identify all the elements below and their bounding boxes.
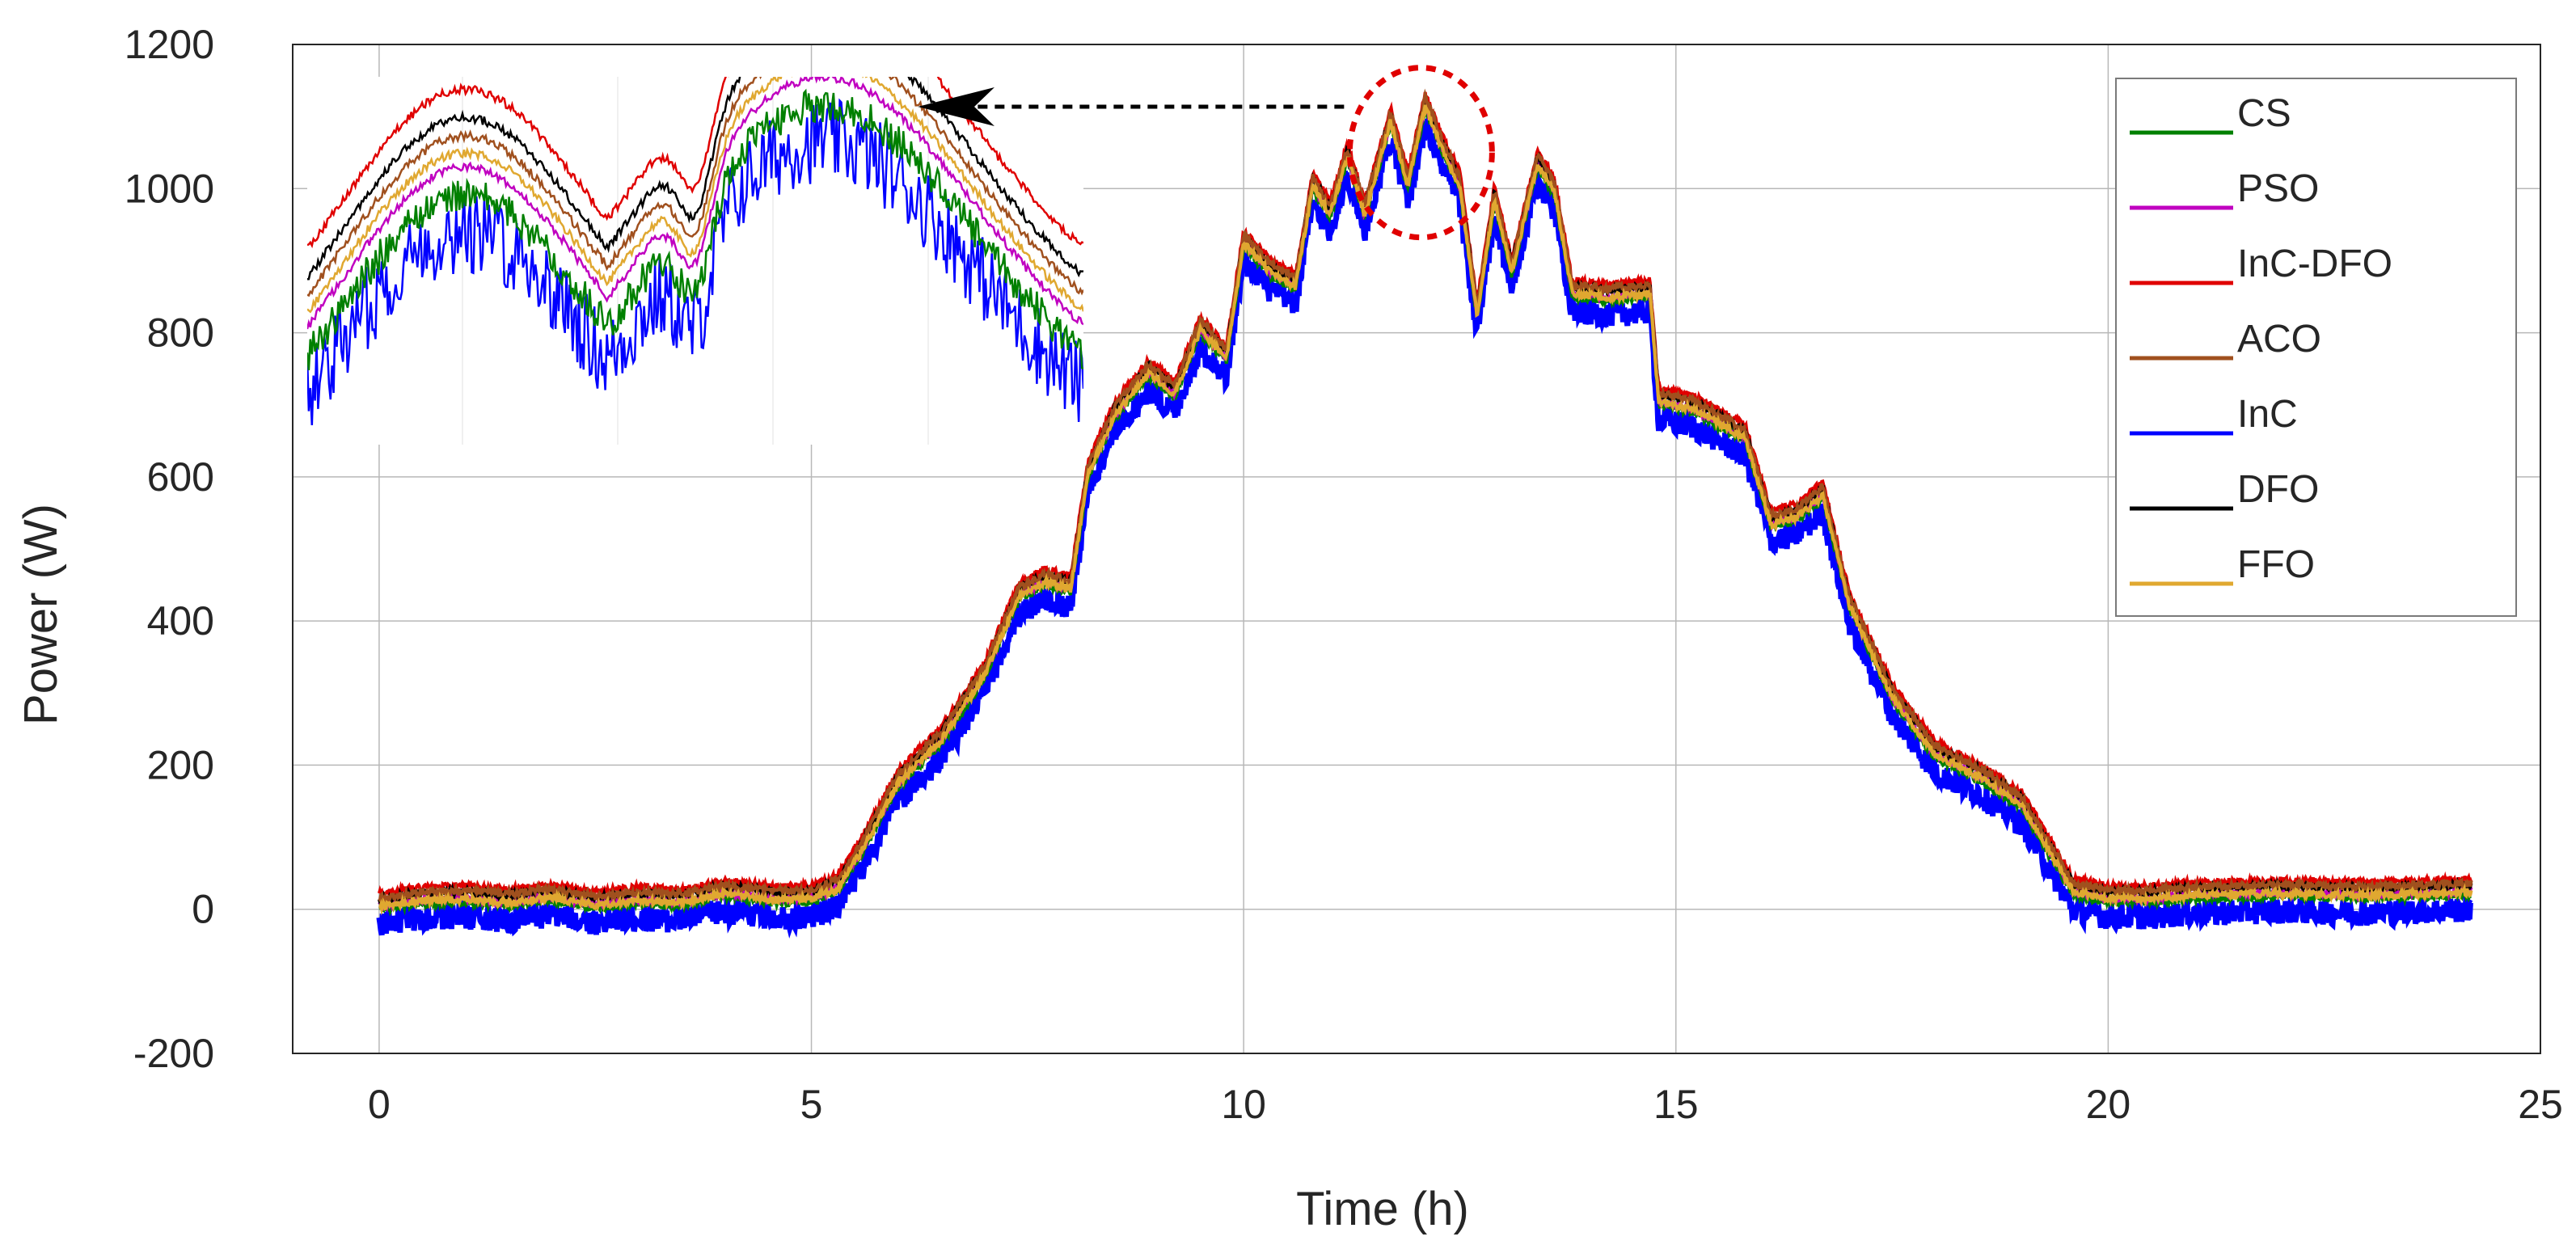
inset-line-pso: [307, 77, 1083, 330]
inset-line-cs: [307, 88, 1083, 371]
x-axis-label: Time (h): [1296, 1183, 1469, 1235]
inset-line-dfo: [307, 77, 1083, 281]
y-tick-label: 0: [192, 887, 214, 932]
inset-line-ffo: [307, 77, 1083, 314]
x-tick-label: 25: [2518, 1082, 2563, 1127]
legend-label-aco: ACO: [2237, 318, 2321, 361]
x-tick-label: 20: [2086, 1082, 2131, 1127]
series-line-ffo: [378, 104, 2473, 916]
series-line-inc: [376, 118, 2473, 939]
x-tick-label: 0: [368, 1082, 391, 1127]
x-tick-label: 10: [1221, 1082, 1266, 1127]
zoom-arrow-head: [918, 87, 995, 126]
y-tick-label: 1000: [125, 166, 214, 211]
y-tick-label: 400: [147, 598, 214, 644]
y-tick-label: 600: [147, 454, 214, 500]
y-tick-label: 1200: [125, 22, 214, 67]
legend-label-pso: PSO: [2237, 167, 2319, 210]
y-tick-label: -200: [133, 1031, 214, 1076]
legend: CS PSO InC-DFO ACO InC DFO FFO: [2115, 78, 2517, 617]
series-lines: [376, 88, 2473, 939]
y-axis-label: Power (W): [15, 504, 67, 725]
y-tick-label: 800: [147, 310, 214, 356]
x-tick-label: 15: [1653, 1082, 1699, 1127]
plot-frame: [292, 44, 2541, 1054]
legend-label-dfo: DFO: [2237, 468, 2319, 511]
legend-box: [2115, 78, 2517, 617]
zoom-annotation: [918, 65, 1495, 241]
legend-label-ffo: FFO: [2237, 543, 2315, 586]
series-line-aco: [378, 88, 2473, 906]
tick-labels: 0 5 10 15 20 25 -200 0 200 400 600 800 1000 1200: [125, 22, 2563, 1127]
legend-label-inc-dfo: InC-DFO: [2237, 243, 2392, 285]
legend-label-cs: CS: [2237, 92, 2291, 135]
x-tick-label: 5: [800, 1082, 823, 1127]
legend-label-inc: InC: [2237, 393, 2298, 436]
inset-line-aco: [307, 77, 1083, 298]
y-tick-label: 200: [147, 742, 214, 787]
zoom-inset: [307, 77, 1083, 445]
